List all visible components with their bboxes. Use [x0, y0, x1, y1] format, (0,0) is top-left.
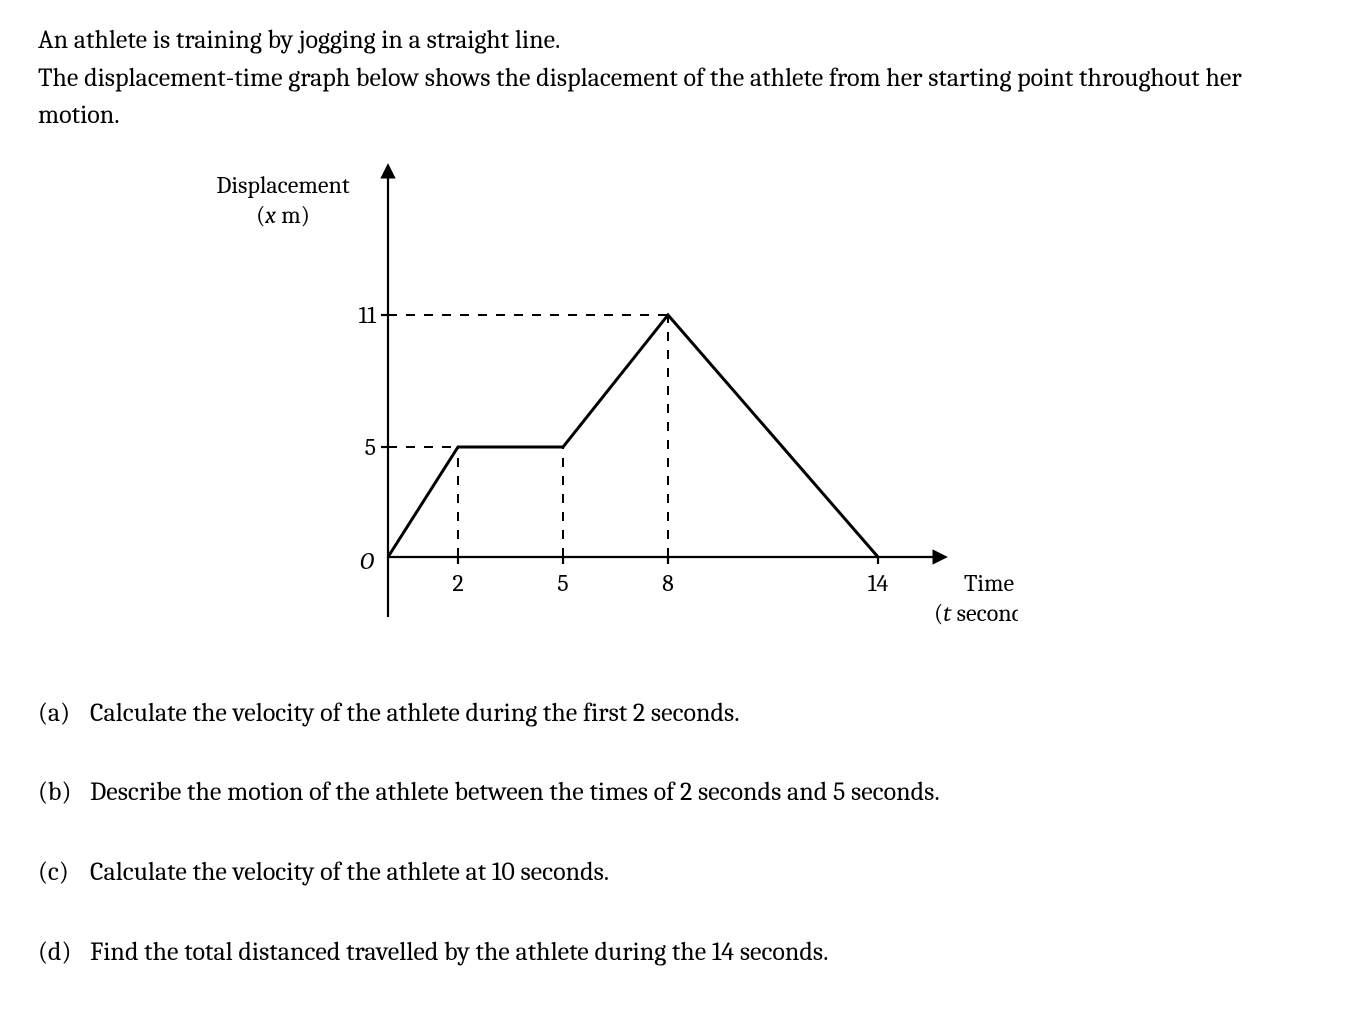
question-b-text: Describe the motion of the athlete betwe…	[90, 774, 940, 812]
svg-text:(x m): (x m)	[256, 201, 310, 229]
svg-text:O: O	[360, 547, 374, 575]
svg-text:Time: Time	[964, 569, 1015, 597]
svg-text:11: 11	[359, 301, 377, 329]
question-b-label: (b)	[38, 774, 90, 812]
page: An athlete is training by jogging in a s…	[0, 0, 1350, 1036]
question-a-label: (a)	[38, 695, 90, 733]
intro-line-2: The displacement-time graph below shows …	[38, 60, 1316, 135]
question-c: (c) Calculate the velocity of the athlet…	[38, 854, 1316, 892]
question-c-label: (c)	[38, 854, 90, 892]
question-a-text: Calculate the velocity of the athlete du…	[90, 695, 740, 733]
chart-svg: 5 11 2 5 8 14 O Displacement(x m) Time(t seconds…	[198, 147, 1018, 647]
problem-intro: An athlete is training by jogging in a s…	[38, 22, 1316, 135]
question-c-text: Calculate the velocity of the athlete at…	[90, 854, 609, 892]
svg-text:5: 5	[365, 433, 376, 461]
question-d-label: (d)	[38, 934, 90, 972]
displacement-time-chart: 5 11 2 5 8 14 O Displacement(x m) Time(t seconds…	[198, 147, 1018, 659]
svg-text:(t seconds): (t seconds)	[934, 599, 1018, 627]
svg-text:8: 8	[662, 569, 674, 597]
questions-list: (a) Calculate the velocity of the athlet…	[38, 695, 1316, 972]
question-d: (d) Find the total distanced travelled b…	[38, 934, 1316, 972]
chart-container: 5 11 2 5 8 14 O Displacement(x m) Time(t seconds…	[38, 147, 1316, 659]
svg-text:5: 5	[557, 569, 568, 597]
intro-line-1: An athlete is training by jogging in a s…	[38, 22, 1316, 60]
svg-text:Displacement: Displacement	[216, 171, 349, 199]
question-d-text: Find the total distanced travelled by th…	[90, 934, 828, 972]
svg-text:2: 2	[452, 569, 463, 597]
svg-text:14: 14	[868, 569, 889, 597]
question-b: (b) Describe the motion of the athlete b…	[38, 774, 1316, 812]
question-a: (a) Calculate the velocity of the athlet…	[38, 695, 1316, 733]
